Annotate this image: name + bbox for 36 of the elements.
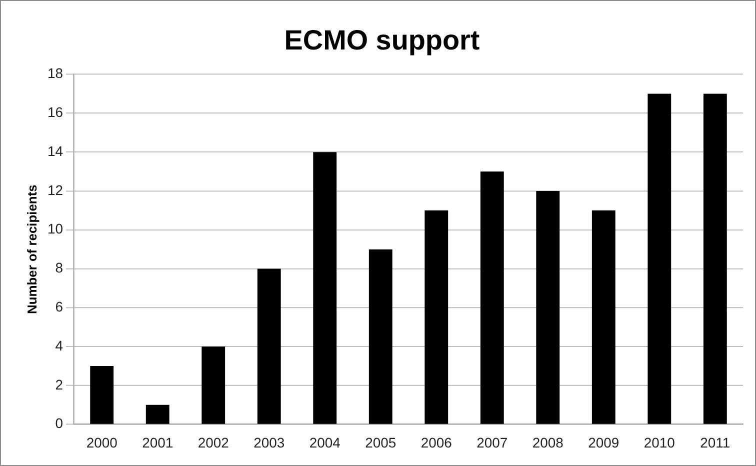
y-tick-label: 10 xyxy=(47,220,64,237)
bar xyxy=(536,190,560,424)
y-tick-label: 4 xyxy=(55,337,64,354)
x-tick-label: 2005 xyxy=(365,434,396,451)
bar xyxy=(368,249,392,424)
x-tick-label: 2000 xyxy=(86,434,118,451)
bar xyxy=(480,172,504,424)
x-tick-label: 2008 xyxy=(532,434,564,451)
chart-title: ECMO support xyxy=(284,24,480,56)
y-tick-label: 8 xyxy=(55,260,64,276)
x-tick-label: 2007 xyxy=(476,434,508,451)
x-tick-label: 2004 xyxy=(309,434,341,451)
x-tick-label: 2006 xyxy=(420,434,452,451)
bar xyxy=(703,94,727,424)
y-tick-label: 18 xyxy=(47,65,64,82)
x-tick-label: 2001 xyxy=(142,434,174,451)
y-tick-label: 2 xyxy=(55,376,64,392)
bar xyxy=(592,210,616,424)
y-tick-label: 12 xyxy=(47,182,64,198)
bar xyxy=(146,404,170,424)
x-tick-label: 2009 xyxy=(588,434,620,451)
bar xyxy=(90,366,114,424)
y-tick-label: 14 xyxy=(47,142,64,159)
y-tick-label: 0 xyxy=(55,415,64,432)
bar xyxy=(424,210,448,424)
x-tick-label: 2011 xyxy=(700,434,730,451)
x-tick-label: 2002 xyxy=(198,434,230,451)
y-axis-title: Number of recipients xyxy=(24,184,40,314)
bar xyxy=(257,268,281,424)
x-tick-label: 2010 xyxy=(644,434,676,451)
x-tick-label: 2003 xyxy=(254,434,285,451)
bar xyxy=(648,94,672,424)
y-tick-label: 16 xyxy=(47,104,64,120)
bar xyxy=(202,346,226,424)
bar xyxy=(313,152,337,424)
y-tick-label: 6 xyxy=(55,298,64,315)
